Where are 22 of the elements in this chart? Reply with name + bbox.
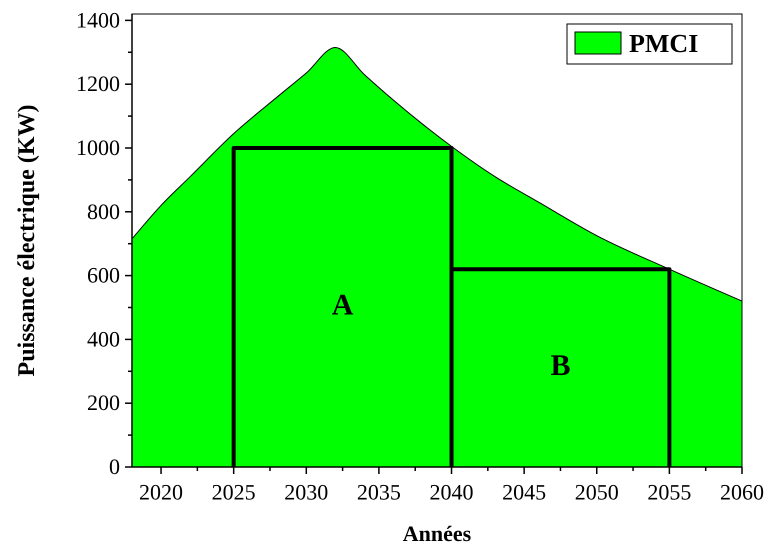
y-tick-label: 0: [109, 454, 120, 480]
annotation: A: [332, 288, 354, 322]
x-tick-label: 2045: [502, 480, 546, 505]
y-tick-label: 1200: [76, 71, 120, 96]
y-tick-label: 600: [87, 262, 120, 288]
x-tick-label: 2040: [430, 480, 474, 505]
x-tick-label: 2060: [720, 480, 764, 505]
y-tick-label: 1400: [76, 7, 120, 32]
x-axis-title: Années: [402, 521, 472, 546]
y-tick-label: 200: [87, 390, 120, 416]
annotation: B: [550, 348, 570, 382]
y-tick-label: 400: [87, 326, 120, 352]
y-tick-label: 1000: [76, 135, 120, 160]
legend-label: PMCI: [629, 29, 698, 58]
x-tick-label: 2055: [647, 480, 692, 505]
y-axis-title: Puissance électrique (KW): [14, 104, 40, 376]
x-tick-label: 2030: [284, 480, 328, 505]
x-tick-label: 2025: [212, 480, 256, 505]
x-tick-label: 2035: [356, 480, 401, 505]
y-tick-label: 800: [87, 198, 120, 224]
x-tick-label: 2020: [139, 480, 184, 505]
x-tick-label: 2050: [574, 480, 619, 505]
